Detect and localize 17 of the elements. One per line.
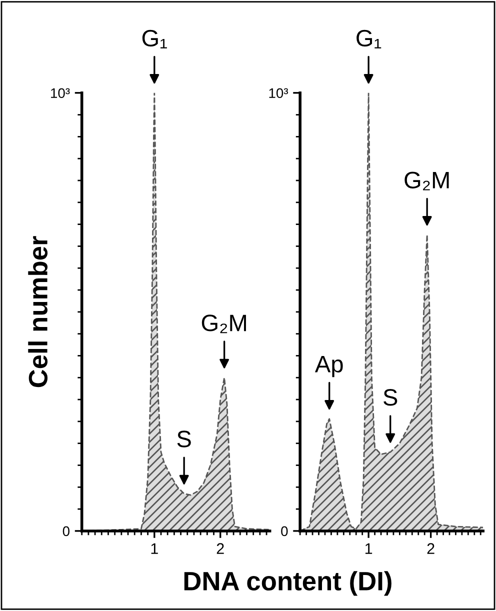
- x-tick-label: 1: [151, 543, 158, 554]
- y-tick-label: 0: [62, 526, 70, 536]
- y-tick-label: 10³: [269, 88, 288, 98]
- y-axis-title: Cell number: [28, 236, 48, 388]
- annotation: G₁: [356, 30, 382, 48]
- annotation: Ap: [314, 356, 343, 378]
- x-tick-label: 2: [216, 543, 224, 554]
- y-tick-label: 10³: [51, 88, 70, 98]
- annotation: G₂M: [202, 314, 246, 334]
- annotation: G₁: [142, 30, 167, 48]
- x-tick-label: 1: [365, 543, 372, 554]
- x-axis-title: DNA content (DI): [184, 571, 392, 596]
- x-tick-label: 2: [427, 543, 434, 554]
- annotation: G₂M: [404, 172, 449, 190]
- y-tick-label: 0: [281, 526, 288, 536]
- annotation: S: [384, 389, 398, 406]
- annotation: S: [177, 430, 191, 448]
